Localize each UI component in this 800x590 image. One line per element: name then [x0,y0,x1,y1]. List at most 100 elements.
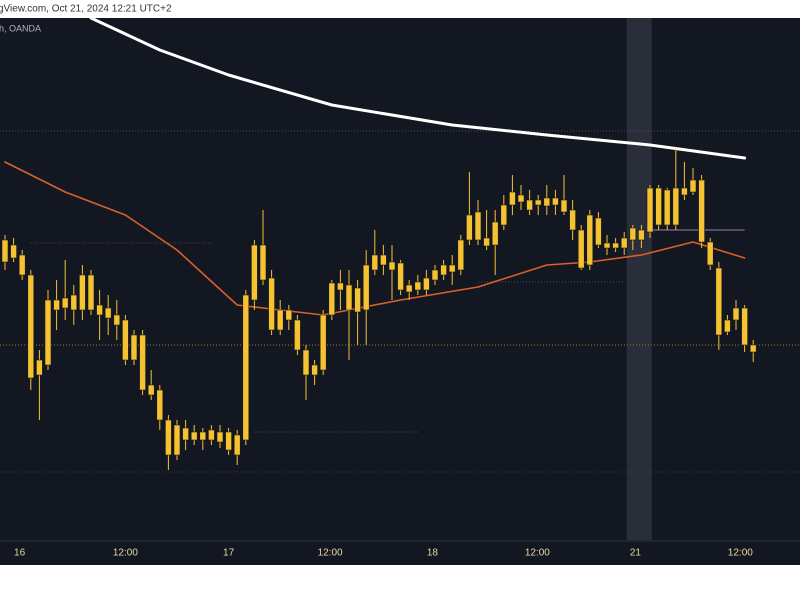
candle-body [509,191,516,206]
candle-body [440,264,447,276]
candle-body [655,187,662,226]
candle-body [724,319,731,333]
candle-body [319,314,327,371]
moving-average-line [4,161,746,316]
candle-body [500,204,508,226]
candle-body [285,309,293,321]
candle-body [483,237,490,247]
candle-body [173,424,181,456]
candle-body [190,431,198,441]
x-tick-label: 12:00 [525,548,550,559]
candle-body [526,199,533,211]
candle-body [749,344,757,353]
footer-bar [0,565,800,590]
symbol-label: h, OANDA [0,23,41,33]
candle-body [681,187,688,196]
candle-body [491,221,499,246]
candle-body [672,187,680,226]
moving-average-line [89,16,747,160]
candle-body [354,287,361,313]
candle-body [259,244,267,281]
candle-body [715,267,723,336]
candle-body [1,239,9,263]
candle-body [560,199,568,213]
chart-background [0,18,800,565]
candle-body [405,284,413,293]
candle-body [595,217,602,246]
candle-body [147,384,155,396]
candle-body [233,434,241,456]
candle-body [362,264,370,311]
candle-body [466,214,473,241]
candle-body [44,299,52,366]
candle-body [380,254,387,266]
candle-body [517,194,525,203]
candle-body [423,277,430,291]
candle-body [448,264,456,273]
x-tick-label: 12:00 [113,548,138,559]
candle-body [620,237,628,249]
candle-body [276,309,284,331]
candle-body [646,187,654,233]
candle-body [397,262,404,291]
candle-body [732,307,740,321]
candle-body [122,319,129,361]
x-tick-label: 12:00 [318,548,343,559]
candle-body [345,284,353,311]
candle-body [294,319,301,351]
candle-body [139,334,146,391]
candle-body [104,307,112,319]
candle-body [70,294,78,311]
candle-body [457,239,465,271]
x-tick-label: 17 [223,548,235,559]
x-tick-label: 16 [14,548,26,559]
candle-body [165,419,172,456]
candle-body [113,314,121,326]
candle-body [663,189,671,226]
candle-body [371,254,379,271]
candle-body [543,197,551,207]
x-tick-label: 21 [630,548,642,559]
candle-body [208,429,215,441]
candle-body [698,179,705,243]
candle-body [302,349,310,376]
header-bar [0,0,800,18]
candle-body [53,299,60,311]
candle-body [182,427,189,441]
candle-body [612,242,619,249]
candle-body [36,359,43,376]
candle-body [242,294,250,441]
x-tick-label: 12:00 [728,548,753,559]
candle-body [629,227,637,241]
candle-body [603,242,611,249]
candle-body [706,241,714,266]
candle-body [79,274,86,311]
candle-body [251,244,258,301]
candle-body [87,274,95,311]
header-source: gView.com, Oct 21, 2024 12:21 UTC+2 [0,4,172,15]
candle-body [268,277,275,331]
candle-body [10,244,17,259]
candle-body [61,297,69,309]
candle-body [130,334,138,361]
candle-body [586,214,594,266]
candle-body [388,261,396,271]
session-highlight [626,18,652,540]
candle-body [18,254,26,276]
candle-body [638,229,645,241]
candle-body [534,199,542,206]
candle-body [337,282,344,291]
candle-body [741,307,748,346]
x-tick-label: 18 [427,548,439,559]
candle-body [199,431,207,441]
candle-body [216,431,224,443]
candle-body [27,274,35,379]
candle-body [225,431,232,451]
candle-body [431,269,439,281]
candle-body [474,211,482,241]
candle-body [577,229,585,269]
candle-body [96,304,103,316]
candle-body [414,281,422,291]
